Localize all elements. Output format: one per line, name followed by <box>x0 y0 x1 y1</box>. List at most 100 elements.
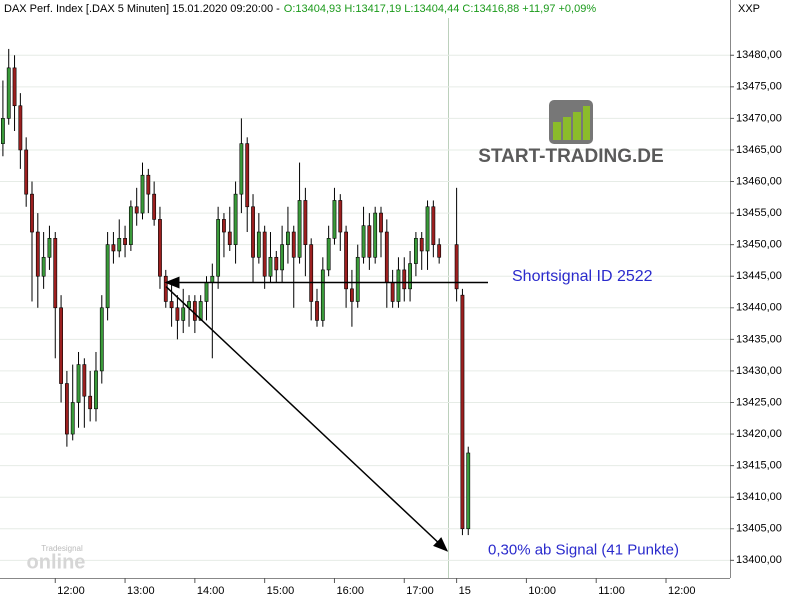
candle-body <box>30 193 34 233</box>
candle-body <box>24 149 29 195</box>
candle-body <box>88 395 93 410</box>
candle-body <box>384 231 389 283</box>
logo-small: Tradesignal <box>41 544 83 553</box>
y-tick-label: 13455,00 <box>736 207 782 219</box>
y-tick-label: 13450,00 <box>736 239 782 251</box>
candle-body <box>140 174 145 214</box>
candle-body <box>12 67 17 107</box>
candle-body <box>239 143 244 195</box>
candle-body <box>94 370 98 410</box>
y-tick-label: 13410,00 <box>736 491 782 503</box>
candle-body <box>466 452 471 530</box>
x-tick-label: 15:00 <box>267 585 295 597</box>
candle-body <box>408 263 412 290</box>
candle-body <box>286 231 290 245</box>
candle-body <box>41 256 46 277</box>
candle-body <box>379 212 383 233</box>
y-tick-label: 13425,00 <box>736 396 782 408</box>
candle-body <box>105 244 110 309</box>
candle-body <box>146 174 151 195</box>
candle-body <box>210 275 215 283</box>
x-tick-label: 13:00 <box>127 585 155 597</box>
candle-body <box>309 244 314 302</box>
y-tick-label: 13460,00 <box>736 175 782 187</box>
candle-body <box>390 282 395 302</box>
target-arrow <box>165 285 449 552</box>
target-label: 0,30% ab Signal (41 Punkte) <box>488 542 679 559</box>
y-tick-label: 13400,00 <box>736 554 782 566</box>
x-tick-label: 16:00 <box>336 585 364 597</box>
candle-body <box>134 206 139 214</box>
logo: online <box>27 551 86 573</box>
candle-body <box>1 118 5 144</box>
candle-body <box>117 238 122 252</box>
candle-body <box>332 200 337 239</box>
candle-body <box>437 244 442 258</box>
candle-body <box>128 206 133 245</box>
candle-body <box>256 231 261 258</box>
candle-body <box>280 244 285 271</box>
y-tick-label: 13430,00 <box>736 365 782 377</box>
axis-label: XXP <box>738 3 760 15</box>
watermark: START-TRADING.DE <box>478 146 663 167</box>
candle-body <box>245 143 250 208</box>
title: DAX Perf. Index [.DAX 5 Minuten] 15.01.2… <box>4 3 280 15</box>
candle-body <box>53 238 58 309</box>
candle-body <box>233 193 238 245</box>
candle-body <box>82 364 87 397</box>
candle-body <box>344 231 348 290</box>
candle-body <box>169 301 174 309</box>
x-tick-label: 12:00 <box>668 585 696 597</box>
header-bar <box>0 0 730 18</box>
candle-body <box>123 238 127 245</box>
candle-body <box>251 206 255 258</box>
candle-body <box>355 256 360 302</box>
candle-body <box>192 301 197 321</box>
candle-body <box>59 307 63 384</box>
x-tick-label: 15 <box>459 585 471 597</box>
candle-body <box>175 307 180 321</box>
candle-body <box>204 282 209 302</box>
y-tick-label: 13475,00 <box>736 81 782 93</box>
candle-body <box>425 206 430 252</box>
x-tick-label: 11:00 <box>598 585 625 597</box>
candle-body <box>64 383 69 435</box>
y-tick-label: 13420,00 <box>736 428 782 440</box>
candle-body <box>216 219 221 277</box>
candle-body <box>262 231 267 277</box>
candle-body <box>326 238 331 271</box>
candle-body <box>367 225 372 258</box>
candle-body <box>413 238 418 264</box>
candle-body <box>315 301 319 321</box>
candle-body <box>158 219 162 277</box>
watermark-logo: START-TRADING.DE <box>478 100 664 167</box>
candle-body <box>402 269 407 290</box>
candle-body <box>152 193 157 220</box>
y-tick-label: 13440,00 <box>736 302 782 314</box>
signal-label: Shortsignal ID 2522 <box>512 268 653 285</box>
candle-body <box>35 231 40 277</box>
candle-body <box>338 200 343 233</box>
candle-body <box>227 231 232 245</box>
y-tick-label: 13470,00 <box>736 112 782 124</box>
candle-body <box>373 212 378 258</box>
candle-body <box>274 256 279 271</box>
x-tick-label: 12:00 <box>57 585 85 597</box>
candle-body <box>99 307 104 372</box>
tradesignal-logo: Tradesignal online <box>27 544 86 573</box>
y-tick-label: 13435,00 <box>736 333 782 345</box>
candle-body <box>268 256 273 277</box>
candle-body <box>291 231 296 258</box>
chart-title: DAX Perf. Index [.DAX 5 Minuten] 15.01.2… <box>4 3 596 15</box>
x-tick-label: 17:00 <box>406 585 434 597</box>
candle-body <box>454 244 459 290</box>
candle-body <box>297 200 302 258</box>
candle-body <box>6 67 11 119</box>
candle-body <box>70 402 75 435</box>
y-tick-label: 13480,00 <box>736 49 782 61</box>
y-tick-label: 13445,00 <box>736 270 782 282</box>
candle-body <box>419 238 424 252</box>
candle-body <box>396 269 401 302</box>
y-tick-label: 13405,00 <box>736 523 782 535</box>
